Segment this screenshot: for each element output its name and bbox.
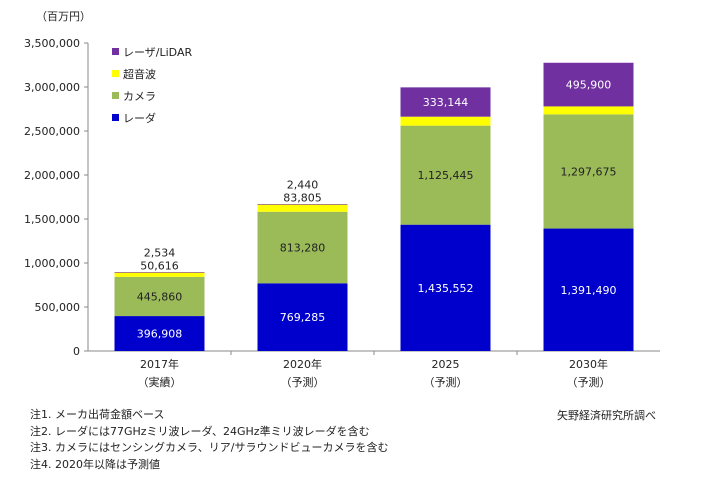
bar-segment [400, 125, 491, 225]
legend-label: レーダ [123, 111, 156, 125]
data-label: 2,534 [144, 246, 176, 259]
x-category-label: 2025 [432, 358, 460, 371]
data-label: 1,297,675 [561, 165, 617, 178]
y-tick-label: 2,500,000 [24, 125, 80, 138]
x-category-label: 2020年 [283, 357, 322, 371]
data-label: 813,280 [280, 242, 326, 255]
data-label: 396,908 [137, 328, 183, 341]
legend-label: カメラ [123, 90, 156, 103]
footnote-2: 注2. レーダには77GHzミリ波レーダ、24GHz準ミリ波レーダを含む [30, 424, 370, 438]
x-category-sublabel: （予測） [281, 375, 325, 389]
x-category-sublabel: （予測） [567, 375, 611, 389]
data-label: 1,435,552 [418, 282, 474, 295]
footnote-1: 注1. メーカ出荷金額ベース [30, 408, 165, 421]
y-tick-label: 3,000,000 [24, 81, 80, 94]
bar-segment [114, 272, 205, 273]
y-tick-label: 1,000,000 [24, 257, 80, 270]
footnotes: 注1. メーカ出荷金額ベース 注2. レーダには77GHzミリ波レーダ、24GH… [30, 407, 388, 473]
y-tick-label: 3,500,000 [24, 37, 80, 50]
footnote-3: 注3. カメラにはセンシングカメラ、リア/サラウンドビューカメラを含む [30, 441, 389, 454]
bar-segment [114, 272, 205, 277]
data-label: 445,860 [137, 290, 183, 303]
y-tick-label: 2,000,000 [24, 169, 80, 182]
data-label: 333,144 [423, 96, 469, 109]
y-axis-unit-label: （百万円） [36, 10, 91, 23]
legend-swatch [112, 70, 119, 77]
x-category-sublabel: （実績） [138, 375, 182, 389]
legend-label: 超音波 [123, 67, 156, 81]
legend-label: レーザ/LiDAR [123, 46, 192, 59]
bar-segment [257, 211, 348, 284]
data-label: 495,900 [566, 79, 612, 92]
bar-segment [543, 106, 634, 115]
x-category-label: 2017年 [140, 357, 179, 371]
stacked-bar-chart: （百万円） 0 500,000 1,000,000 1,500,000 2,000,00… [24, 10, 660, 389]
bar-segment [543, 228, 634, 351]
bar-segment [114, 276, 205, 317]
x-category-label: 2030年 [569, 357, 608, 371]
data-label: 769,285 [280, 311, 326, 324]
y-tick-label: 1,500,000 [24, 213, 80, 226]
y-tick-label: 500,000 [35, 301, 81, 314]
footnote-4: 注4. 2020年以降は予測値 [30, 457, 160, 471]
data-label: 1,391,490 [561, 284, 617, 297]
bar-segment [543, 114, 634, 229]
data-label: 83,805 [283, 191, 322, 204]
y-tick-label: 0 [73, 345, 80, 358]
data-label: 1,125,445 [418, 169, 474, 182]
bar-segment [400, 116, 491, 126]
source-credit: 矢野経済研究所調べ [557, 409, 656, 422]
legend-swatch [112, 48, 119, 55]
bar-segment [257, 204, 348, 212]
bar-segment [400, 87, 491, 117]
data-label: 2,440 [287, 178, 319, 191]
legend-swatch [112, 92, 119, 99]
bar-segment [114, 316, 205, 351]
bar-segment [543, 62, 634, 107]
data-label: 50,616 [140, 259, 179, 272]
bar-segment [257, 283, 348, 351]
x-category-sublabel: （予測） [424, 375, 468, 389]
bar-segment [257, 204, 348, 205]
bar-segment [400, 224, 491, 351]
legend-swatch [112, 114, 119, 121]
axes: 0 500,000 1,000,000 1,500,000 2,000,000 2,500… [24, 37, 660, 389]
